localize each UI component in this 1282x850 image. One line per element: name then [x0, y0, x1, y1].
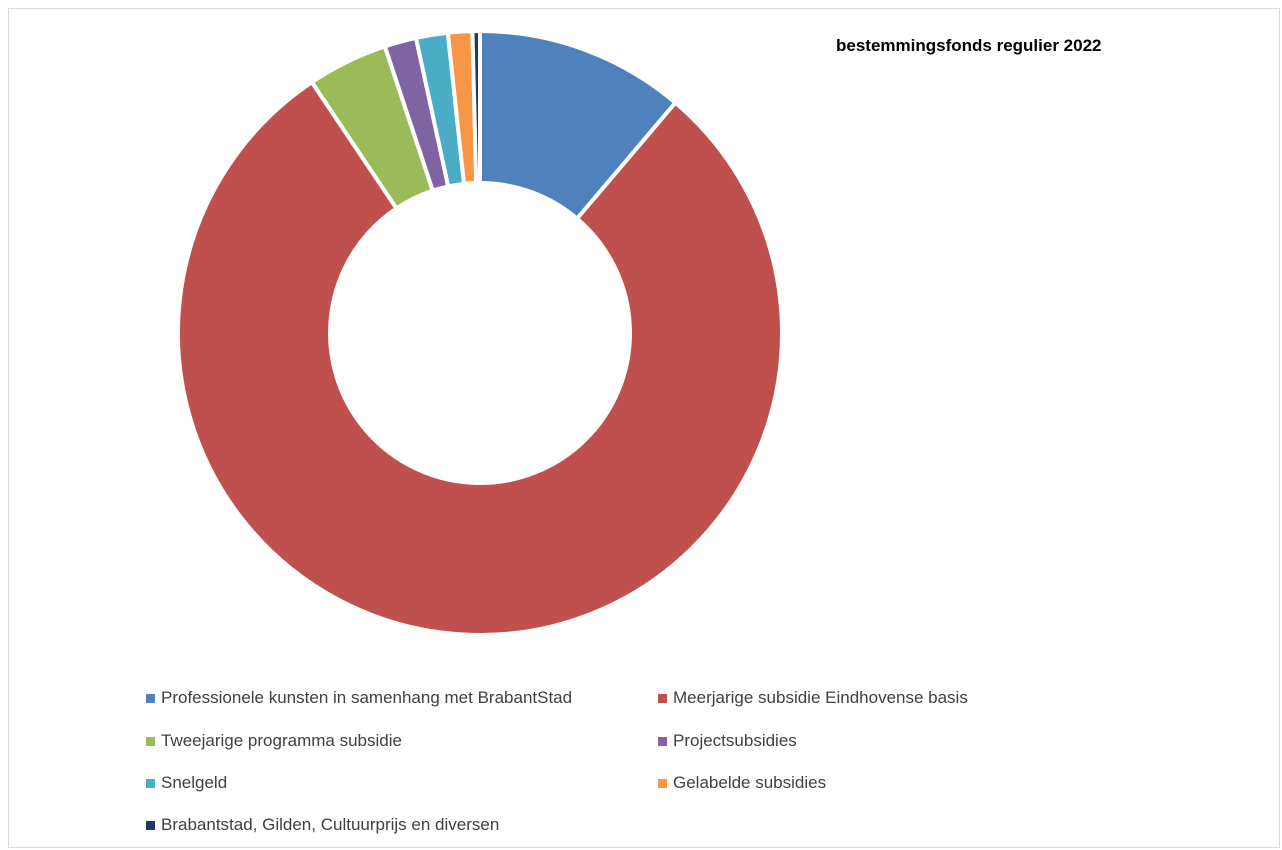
legend-label: Meerjarige subsidie Eindhovense basis — [673, 688, 968, 707]
legend-item: Snelgeld — [146, 773, 227, 793]
donut-slice — [176, 80, 784, 637]
legend-swatch — [658, 778, 667, 788]
legend-swatch — [146, 820, 155, 830]
legend-label: Brabantstad, Gilden, Cultuurprijs en div… — [161, 815, 500, 834]
legend-item: Projectsubsidies — [658, 731, 797, 751]
legend-item: Tweejarige programma subsidie — [146, 731, 402, 751]
legend-swatch — [146, 693, 155, 703]
legend-item: Brabantstad, Gilden, Cultuurprijs en div… — [146, 815, 499, 835]
legend-item: Gelabelde subsidies — [658, 773, 826, 793]
legend-swatch — [146, 736, 155, 746]
legend-item: Professionele kunsten in samenhang met B… — [146, 688, 572, 708]
legend-label: Tweejarige programma subsidie — [161, 731, 402, 750]
legend-label: Projectsubsidies — [673, 731, 797, 750]
legend-swatch — [658, 736, 667, 746]
donut-slice — [470, 29, 482, 186]
chart-title: bestemmingsfonds regulier 2022 — [836, 36, 1102, 55]
legend-label: Gelabelde subsidies — [673, 773, 827, 792]
legend-swatch — [146, 778, 155, 788]
legend-swatch — [658, 693, 667, 703]
legend-item: Meerjarige subsidie Eindhovense basis — [658, 688, 968, 708]
legend-label: Snelgeld — [161, 773, 228, 792]
legend-label: Professionele kunsten in samenhang met B… — [161, 688, 573, 707]
